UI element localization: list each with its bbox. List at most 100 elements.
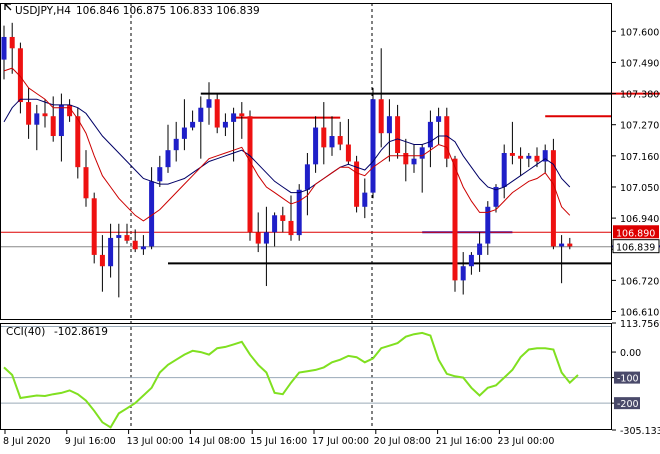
candle	[469, 252, 474, 275]
candles-layer	[2, 23, 573, 298]
candle	[256, 212, 261, 252]
slow-moving-average-line	[4, 99, 570, 192]
candle	[239, 102, 244, 139]
candle-body-bear	[338, 136, 343, 144]
candle-body-bear	[51, 116, 56, 136]
candle-body-bull	[174, 139, 179, 150]
candle-body-bull	[182, 128, 187, 139]
candle-body-bear	[239, 113, 244, 116]
candle-body-bull	[305, 164, 310, 189]
candle	[338, 122, 343, 150]
candle	[190, 111, 195, 131]
ohlc-values: 106.846 106.875 106.833 106.839	[76, 5, 260, 17]
candle	[403, 139, 408, 181]
candle-body-bear	[43, 113, 48, 116]
time-tick-label: 14 Jul 08:00	[188, 436, 245, 447]
candle-body-bull	[412, 159, 417, 165]
main-panel-frame	[1, 4, 612, 320]
candle-body-bear	[567, 244, 572, 247]
candle	[428, 111, 433, 168]
candle	[133, 229, 138, 252]
candle-body-bear	[453, 159, 458, 281]
candle-body-bull	[108, 238, 113, 266]
candle-body-bull	[190, 122, 195, 128]
cci-title: CCI(40)	[6, 326, 45, 338]
candle-body-bull	[526, 156, 531, 159]
cci-value: -102.8619	[54, 326, 108, 338]
time-tick-label: 21 Jul 16:00	[436, 436, 493, 447]
candle-body-bull	[34, 113, 39, 124]
candle	[395, 105, 400, 159]
price-tick-label: 107.490	[620, 58, 659, 69]
candle-body-bull	[264, 232, 269, 243]
candle-body-bear	[321, 128, 326, 148]
candle	[2, 26, 7, 80]
time-tick-label: 17 Jul 00:00	[312, 436, 369, 447]
price-tick-label: 107.270	[620, 121, 659, 132]
candle	[420, 145, 425, 193]
candle-body-bull	[59, 105, 64, 136]
candle-body-bull	[141, 246, 146, 249]
time-tick-label: 15 Jul 16:00	[250, 436, 307, 447]
candle-body-bear	[215, 99, 220, 127]
candle	[551, 139, 556, 249]
candle-body-bull	[116, 235, 121, 238]
candle-body-bull	[2, 37, 7, 60]
candle-body-bull	[330, 136, 335, 147]
candle-body-bull	[371, 99, 376, 192]
candle-body-bear	[248, 116, 253, 232]
candle	[502, 145, 507, 199]
candle-body-bull	[428, 122, 433, 147]
candle-body-bull	[272, 215, 277, 232]
time-tick-label: 8 Jul 2020	[3, 436, 51, 447]
candle-body-bear	[26, 102, 31, 125]
candle	[149, 167, 154, 249]
moving-averages	[4, 68, 570, 221]
candle	[313, 116, 318, 173]
candle-body-bull	[461, 266, 466, 280]
candle	[141, 235, 146, 255]
fast-moving-average-line	[4, 68, 570, 221]
time-tick-label: 13 Jul 00:00	[127, 436, 184, 447]
cci-layer	[0, 327, 612, 428]
candle-body-bear	[84, 167, 89, 198]
candle	[518, 147, 523, 175]
level-lines	[0, 94, 660, 264]
window-menu-icon[interactable]	[5, 4, 11, 10]
candle	[305, 153, 310, 215]
time-tick-label: 9 Jul 16:00	[65, 436, 116, 447]
candle-body-bull	[223, 122, 228, 128]
candle	[100, 235, 105, 292]
candle-body-bull	[387, 116, 392, 133]
candle-body-bull	[477, 244, 482, 255]
candle	[477, 232, 482, 272]
price-tick-label: 107.160	[620, 152, 659, 163]
price-tick-label: 106.610	[620, 308, 659, 319]
candle-body-bull	[420, 147, 425, 158]
candle	[116, 224, 121, 298]
candle-body-bear	[280, 215, 285, 221]
candle-body-bear	[289, 221, 294, 235]
cci-line	[4, 333, 578, 428]
candle	[125, 224, 130, 244]
candle	[371, 88, 376, 198]
candle	[84, 150, 89, 207]
candle-body-bull	[207, 99, 212, 107]
cci-tick-label: 0.00	[620, 348, 641, 359]
price-tick-label: 107.380	[620, 90, 659, 101]
candle	[223, 113, 228, 136]
candle	[510, 122, 515, 164]
candle	[215, 94, 220, 134]
candle	[43, 99, 48, 127]
candle	[346, 119, 351, 164]
candle	[174, 122, 179, 162]
cci-panel-frame	[1, 324, 612, 430]
candle	[272, 212, 277, 246]
price-tick-label: 107.050	[620, 183, 659, 194]
candle-body-bull	[502, 153, 507, 187]
candle-body-bear	[256, 232, 261, 243]
candle-body-bear	[92, 198, 97, 255]
time-tick-label: 20 Jul 08:00	[374, 436, 431, 447]
